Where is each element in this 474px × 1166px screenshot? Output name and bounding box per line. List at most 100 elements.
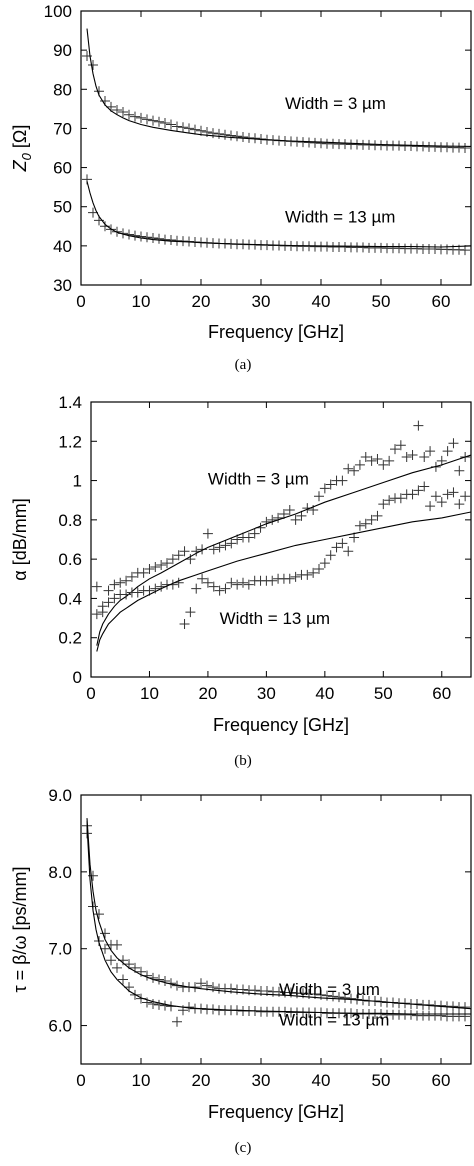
data-point-marker — [442, 489, 453, 500]
data-point-marker — [208, 128, 218, 139]
data-point-marker — [148, 999, 158, 1010]
y-tick-label: 1 — [73, 472, 82, 491]
data-point-marker — [202, 528, 213, 539]
data-point-marker — [138, 567, 149, 578]
data-point-marker — [178, 122, 188, 133]
series-annotation: Width = 13 µm — [285, 207, 395, 226]
y-tick-label: 1.4 — [58, 393, 82, 412]
y-tick-label: 6.0 — [48, 1017, 72, 1036]
data-point-marker — [184, 123, 194, 134]
measured-series-3 — [91, 481, 471, 629]
data-point-marker — [196, 978, 206, 989]
data-point-marker — [106, 955, 116, 966]
data-point-marker — [166, 234, 176, 245]
data-point-marker — [413, 420, 424, 431]
model-curve-4 — [86, 181, 471, 248]
panel-caption: (c) — [235, 1140, 252, 1156]
x-axis-label: Frequency [GHz] — [208, 322, 344, 342]
y-axis-label: Z0 [Ω] — [10, 125, 34, 173]
y-tick-label: 40 — [53, 237, 72, 256]
plot-frame — [90, 401, 472, 678]
data-point-marker — [354, 520, 365, 531]
data-point-marker — [148, 115, 158, 126]
data-point-marker — [167, 554, 178, 565]
data-point-marker — [448, 1001, 458, 1012]
plot-frame — [80, 794, 472, 1065]
x-tick-label: 30 — [252, 292, 271, 311]
data-point-marker — [124, 109, 134, 120]
data-point-marker — [413, 485, 424, 496]
y-axis-label-unit: [Ω] — [10, 125, 30, 153]
data-point-marker — [172, 1016, 182, 1027]
data-point-marker — [156, 560, 167, 571]
y-axis-label: τ = β/ω [ps/mm] — [10, 866, 30, 992]
data-point-marker — [395, 440, 406, 451]
data-point-marker — [328, 991, 338, 1002]
data-point-marker — [214, 128, 224, 139]
plot-area — [82, 818, 471, 1027]
data-point-marker — [118, 106, 128, 117]
data-point-marker — [202, 577, 213, 588]
x-tick-label: 20 — [198, 684, 217, 703]
y-axis-label: α [dB/mm] — [10, 498, 30, 580]
data-point-marker — [126, 571, 137, 582]
data-point-marker — [296, 510, 307, 521]
data-point-marker — [112, 939, 122, 950]
x-tick-label: 0 — [86, 684, 95, 703]
x-tick-label: 50 — [372, 1071, 391, 1090]
measured-series-1 — [82, 820, 470, 1013]
data-point-marker — [278, 508, 289, 519]
data-point-marker — [334, 992, 344, 1003]
data-point-marker — [150, 562, 161, 572]
data-point-marker — [160, 117, 170, 128]
data-point-marker — [94, 909, 104, 920]
data-point-marker — [179, 546, 190, 557]
data-point-marker — [378, 499, 389, 510]
series-annotation: Width = 13 µm — [279, 1011, 389, 1030]
data-point-marker — [100, 928, 110, 939]
data-point-marker — [273, 512, 284, 523]
y-tick-label: 60 — [53, 159, 72, 178]
plot-frame — [80, 10, 472, 286]
x-axis-label: Frequency [GHz] — [213, 715, 349, 735]
data-point-marker — [290, 571, 301, 582]
data-point-marker — [448, 487, 459, 498]
data-point-marker — [118, 974, 128, 985]
data-point-marker — [372, 453, 383, 464]
data-point-marker — [425, 446, 436, 457]
y-tick-label: 7.0 — [48, 940, 72, 959]
data-point-marker — [88, 60, 98, 71]
model-curve-4 — [86, 825, 471, 1015]
data-point-marker — [401, 452, 412, 462]
chart-panel-3: 0 10 20 30 40 50 60 6.0 7.0 8.0 9.0 Frequency [GHz]… — [10, 786, 472, 1156]
data-point-marker — [325, 479, 336, 490]
y-tick-label: 70 — [53, 119, 72, 138]
plot-area — [91, 420, 471, 652]
x-tick-label: 20 — [192, 1071, 211, 1090]
measured-series-1 — [82, 51, 470, 153]
data-point-marker — [197, 573, 208, 584]
chart-panel-2: 0 10 20 30 40 50 60 0 0.2 0.4 0.6 0.8 1 1.2 1.4 Frequen… — [10, 393, 472, 769]
x-tick-label: 0 — [76, 292, 85, 311]
data-point-marker — [419, 481, 430, 492]
data-point-marker — [226, 130, 236, 141]
data-point-marker — [91, 609, 102, 620]
y-tick-label: 1.2 — [58, 432, 82, 451]
series-annotation: Width = 3 µm — [208, 470, 309, 489]
data-point-marker — [261, 516, 272, 527]
y-axis-label-subscript: 0 — [19, 152, 34, 160]
data-point-marker — [243, 532, 254, 543]
data-point-marker — [460, 143, 470, 153]
data-point-marker — [343, 546, 354, 557]
y-tick-label: 90 — [53, 41, 72, 60]
data-point-marker — [220, 129, 230, 140]
data-point-marker — [430, 491, 441, 502]
data-point-marker — [390, 444, 400, 455]
data-point-marker — [360, 452, 371, 462]
data-point-marker — [436, 1010, 446, 1021]
data-point-marker — [376, 1009, 386, 1020]
model-curve-2 — [86, 818, 471, 1010]
data-point-marker — [162, 558, 172, 569]
data-point-marker — [343, 463, 354, 474]
data-point-marker — [154, 116, 164, 127]
